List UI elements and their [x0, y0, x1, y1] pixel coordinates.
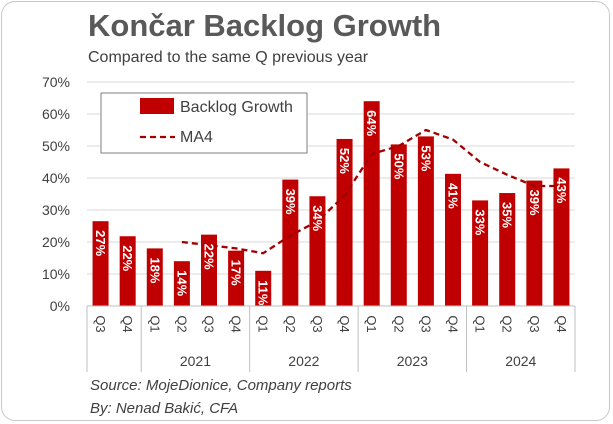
x-tick-label: Q2	[500, 315, 515, 332]
x-tick-label: Q4	[446, 315, 461, 332]
bar-data-label: 43%	[554, 177, 569, 203]
x-year-label: 2022	[288, 353, 319, 369]
legend-bar-swatch	[140, 98, 174, 114]
bar-data-label: 17%	[229, 260, 244, 286]
x-year-label: 2023	[397, 353, 428, 369]
legend-label-backlog-growth: Backlog Growth	[180, 99, 293, 116]
y-tick-label: 0%	[50, 298, 70, 314]
bar-data-label: 34%	[310, 205, 325, 231]
bar-data-label: 39%	[527, 190, 542, 216]
y-tick-label: 60%	[42, 106, 70, 122]
bar-data-label: 50%	[391, 153, 406, 179]
y-axis-tick-labels: 0% 10% 20% 30% 40% 50% 60% 70%	[42, 74, 70, 314]
x-axis: Q3 Q4 Q1 Q2 Q3 Q4 Q1 Q2 Q3 Q4 Q1 Q2 Q3 Q4 Q1 Q2 Q3 Q4 2021…	[86, 305, 576, 372]
x-tick-label: Q4	[229, 315, 244, 332]
x-tick-label: Q4	[554, 315, 569, 332]
bar-data-label: 14%	[174, 270, 189, 296]
bar-data-label: 18%	[147, 257, 162, 283]
x-tick-label: Q1	[147, 315, 162, 332]
bar-data-label: 22%	[120, 245, 135, 271]
bar	[282, 179, 299, 306]
bar-data-label: 52%	[337, 148, 352, 174]
bars	[92, 101, 570, 306]
bar	[255, 270, 272, 306]
x-tick-label: Q3	[310, 315, 325, 332]
author-note: By: Nenad Bakić, CFA	[90, 400, 239, 417]
legend: Backlog Growth MA4	[100, 92, 308, 154]
x-tick-label: Q1	[364, 315, 379, 332]
ma4-line-group	[181, 128, 562, 255]
bar-data-label: 27%	[93, 230, 108, 256]
x-tick-label: Q2	[174, 315, 189, 332]
y-tick-label: 50%	[42, 138, 70, 154]
bar-data-label: 53%	[418, 145, 433, 171]
bar	[499, 193, 516, 306]
bar	[92, 221, 109, 306]
x-tick-label: Q3	[93, 315, 108, 332]
bar	[146, 248, 163, 306]
bar	[119, 236, 136, 306]
y-tick-label: 40%	[42, 170, 70, 186]
bar-data-label: 64%	[364, 110, 379, 136]
bar	[363, 101, 380, 306]
bar-data-label: 41%	[446, 183, 461, 209]
x-year-label: 2024	[505, 353, 536, 369]
x-year-label: 2021	[180, 353, 211, 369]
bar	[417, 136, 434, 306]
bar-data-label: 22%	[202, 244, 217, 270]
x-tick-label: Q1	[256, 315, 271, 332]
x-tick-label: Q3	[418, 315, 433, 332]
chart-subtitle: Compared to the same Q previous year	[88, 49, 369, 66]
y-tick-label: 20%	[42, 234, 70, 250]
bar	[553, 168, 570, 306]
x-tick-label: Q3	[527, 315, 542, 332]
bar	[228, 250, 245, 306]
legend-label-ma4: MA4	[180, 129, 213, 146]
bar-data-label: 39%	[283, 189, 298, 215]
y-tick-label: 70%	[42, 74, 70, 90]
bar	[201, 234, 217, 306]
bar-data-labels: 27% 22% 18% 14% 22% 17% 11% 39% 34% 52% 64% 50% 53% 4…	[93, 110, 569, 306]
x-tick-label: Q4	[120, 315, 135, 332]
bar	[173, 261, 190, 306]
source-note: Source: MojeDionice, Company reports	[90, 377, 352, 394]
chart-title: Končar Backlog Growth	[88, 8, 442, 43]
bar	[445, 173, 461, 306]
bar	[390, 144, 407, 306]
bar-data-label: 33%	[473, 209, 488, 235]
y-tick-label: 10%	[42, 266, 70, 282]
x-tick-label: Q4	[337, 315, 352, 332]
x-tick-label: Q2	[391, 315, 406, 332]
x-tick-label: Q2	[283, 315, 298, 332]
bar	[472, 200, 489, 306]
bar-data-label: 11%	[256, 280, 271, 306]
bar-data-label: 35%	[500, 202, 515, 228]
y-tick-label: 30%	[42, 202, 70, 218]
x-tick-label: Q3	[202, 315, 217, 332]
bar	[526, 180, 543, 306]
legend-box	[100, 92, 308, 154]
bar	[336, 138, 353, 306]
ma4-line	[181, 128, 562, 255]
x-tick-label: Q1	[473, 315, 488, 332]
